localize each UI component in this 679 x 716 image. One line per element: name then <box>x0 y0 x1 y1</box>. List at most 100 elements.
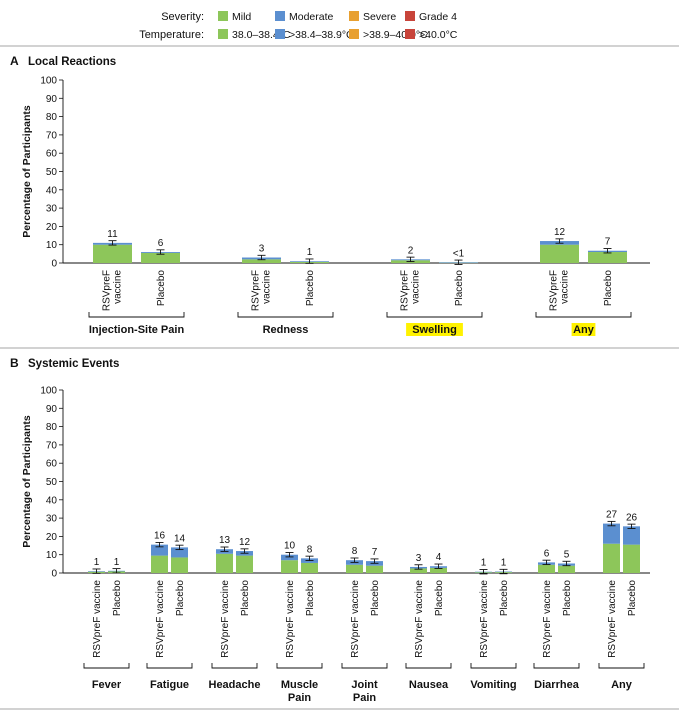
data-label-swelling-placebo: <1 <box>453 248 465 259</box>
bar-label-placebo: Placebo <box>434 580 445 617</box>
bar-label-rsvpref-vaccine: RSVpreF vaccine <box>350 580 361 658</box>
legend-temperature-title: Temperature: <box>139 29 204 41</box>
bar-label-placebo: Placebo <box>627 580 638 617</box>
panel-systemic-events: Percentage of Participants 0 10 20 30 40 50 60 7… <box>21 386 650 704</box>
legend-swatch-temp-4 <box>405 29 415 39</box>
bar-label-line-2: vaccine <box>113 270 124 304</box>
y-tick-label: 50 <box>46 477 58 488</box>
data-label-muscle-pain-rsvpref-vaccine: 10 <box>284 541 296 552</box>
bar-segment-any-rsvpref-vaccine-s1 <box>603 543 620 573</box>
legend-severity-title: Severity: <box>161 11 204 23</box>
bar-segment-muscle-pain-rsvpref-vaccine-s1 <box>281 560 298 573</box>
y-tick-label: 60 <box>46 459 58 470</box>
y-tick-label: 90 <box>46 404 58 415</box>
bar-segment-injection-site-pain-placebo-s1 <box>141 252 180 263</box>
bar-segment-headache-placebo-s1 <box>236 555 253 573</box>
bar-segment-muscle-pain-rsvpref-vaccine-s2 <box>281 554 298 561</box>
highlight-swelling <box>406 323 463 336</box>
legend-label-severity-3: Severe <box>363 11 396 23</box>
group-bracket-diarrhea <box>533 663 580 669</box>
y-tick-label: 50 <box>46 167 58 178</box>
bar-segment-fatigue-placebo-s1 <box>171 557 188 573</box>
bar-segment-any-placebo-s1 <box>588 252 627 263</box>
y-tick-label: 70 <box>46 440 58 451</box>
group-label-redness: Redness <box>263 324 309 336</box>
bar-label-rsvpref-vaccine: RSVpreF vaccine <box>220 580 231 658</box>
y-axis-label: Percentage of Participants <box>21 105 33 238</box>
bar-segment-any-placebo-s2 <box>623 526 640 545</box>
bar-segment-nausea-placebo-s1 <box>430 567 447 573</box>
group-bracket-nausea <box>405 663 452 669</box>
group-bracket-muscle-pain <box>276 663 323 669</box>
y-tick-label: 40 <box>46 185 58 196</box>
bar-segment-muscle-pain-placebo-s1 <box>301 562 318 573</box>
y-tick-label: 100 <box>40 386 57 397</box>
bar-label-rsvpref-vaccine: RSVpreF vaccine <box>414 580 425 658</box>
group-bracket-fever <box>83 663 130 669</box>
group-label-muscle-pain-line-2: Pain <box>288 692 312 704</box>
bar-label-placebo: Placebo <box>499 580 510 617</box>
bar-segment-any-rsvpref-vaccine-s2 <box>603 523 620 544</box>
y-tick-label: 20 <box>46 532 58 543</box>
legend: Severity: Temperature: Mild Moderate Sever… <box>139 11 458 41</box>
bar-label-placebo: Placebo <box>562 580 573 617</box>
y-tick-label: 60 <box>46 149 58 160</box>
bar-segment-any-rsvpref-vaccine-s1 <box>540 244 579 263</box>
data-label-muscle-pain-placebo: 8 <box>307 544 313 555</box>
bar-label-line-2: vaccine <box>262 270 273 304</box>
group-label-injection-site-pain: Injection-Site Pain <box>89 324 185 336</box>
bar-label-placebo: Placebo <box>454 270 465 307</box>
data-label-injection-site-pain-placebo: 6 <box>158 238 164 249</box>
data-label-injection-site-pain-rsvpref-vaccine: 11 <box>107 229 118 240</box>
bar-label-rsvpref-vaccine: RSVpreF vaccine <box>479 580 490 658</box>
group-label-nausea: Nausea <box>409 679 449 691</box>
data-label-nausea-rsvpref-vaccine: 3 <box>416 553 422 564</box>
bar-label-placebo: Placebo <box>370 580 381 617</box>
bar-label-line-1: RSVpreF <box>251 270 262 311</box>
bar-segment-any-placebo-s1 <box>623 544 640 573</box>
bar-label-placebo: Placebo <box>156 270 167 307</box>
group-bracket-fatigue <box>146 663 193 669</box>
legend-swatch-temp-2 <box>275 29 285 39</box>
y-tick-label: 0 <box>51 569 57 580</box>
legend-swatch-severity-1 <box>218 11 228 21</box>
highlight-any <box>571 323 596 336</box>
bar-segment-diarrhea-rsvpref-vaccine-s1 <box>538 564 555 573</box>
group-bracket-joint-pain <box>341 663 388 669</box>
legend-swatch-severity-4 <box>405 11 415 21</box>
bar-label-placebo: Placebo <box>603 270 614 307</box>
bar-label-rsvpref-vaccine: RSVpreF vaccine <box>607 580 618 658</box>
data-label-diarrhea-placebo: 5 <box>564 549 570 560</box>
legend-label-temp-4: >40.0°C <box>419 29 458 41</box>
group-label-joint-pain-line-2: Pain <box>353 692 377 704</box>
bar-segment-redness-rsvpref-vaccine-s1 <box>242 259 281 263</box>
bar-segment-headache-rsvpref-vaccine-s1 <box>216 553 233 573</box>
y-tick-label: 20 <box>46 222 58 233</box>
y-tick-label: 70 <box>46 130 58 141</box>
data-label-diarrhea-rsvpref-vaccine: 6 <box>544 548 550 559</box>
group-label-diarrhea: Diarrhea <box>534 679 580 691</box>
bar-label-placebo: Placebo <box>240 580 251 617</box>
y-tick-label: 30 <box>46 204 58 215</box>
bar-label-line-1: RSVpreF <box>549 270 560 311</box>
group-bracket-injection-site-pain <box>88 312 185 318</box>
bar-segment-nausea-rsvpref-vaccine-s1 <box>410 568 427 573</box>
panel-a-title: Local Reactions <box>28 56 116 68</box>
data-label-joint-pain-placebo: 7 <box>372 547 378 558</box>
bar-segment-fatigue-rsvpref-vaccine-s1 <box>151 555 168 573</box>
group-bracket-vomiting <box>470 663 517 669</box>
bar-label-rsvpref-vaccine: RSVpreF vaccine <box>542 580 553 658</box>
bar-label-rsvpref-vaccine: RSVpreFvaccine <box>549 270 571 312</box>
legend-swatch-temp-1 <box>218 29 228 39</box>
data-label-any-placebo: 7 <box>605 237 611 248</box>
data-label-swelling-rsvpref-vaccine: 2 <box>408 245 414 256</box>
bar-segment-joint-pain-placebo-s1 <box>366 565 383 573</box>
group-bracket-headache <box>211 663 258 669</box>
y-tick-label: 0 <box>51 259 57 270</box>
bar-label-line-2: vaccine <box>560 270 571 304</box>
bar-label-line-1: RSVpreF <box>102 270 113 311</box>
panel-b-letter: B <box>10 356 19 370</box>
bar-segment-fatigue-placebo-s2 <box>171 547 188 558</box>
bar-label-line-1: RSVpreF <box>400 270 411 311</box>
y-tick-label: 10 <box>46 240 58 251</box>
